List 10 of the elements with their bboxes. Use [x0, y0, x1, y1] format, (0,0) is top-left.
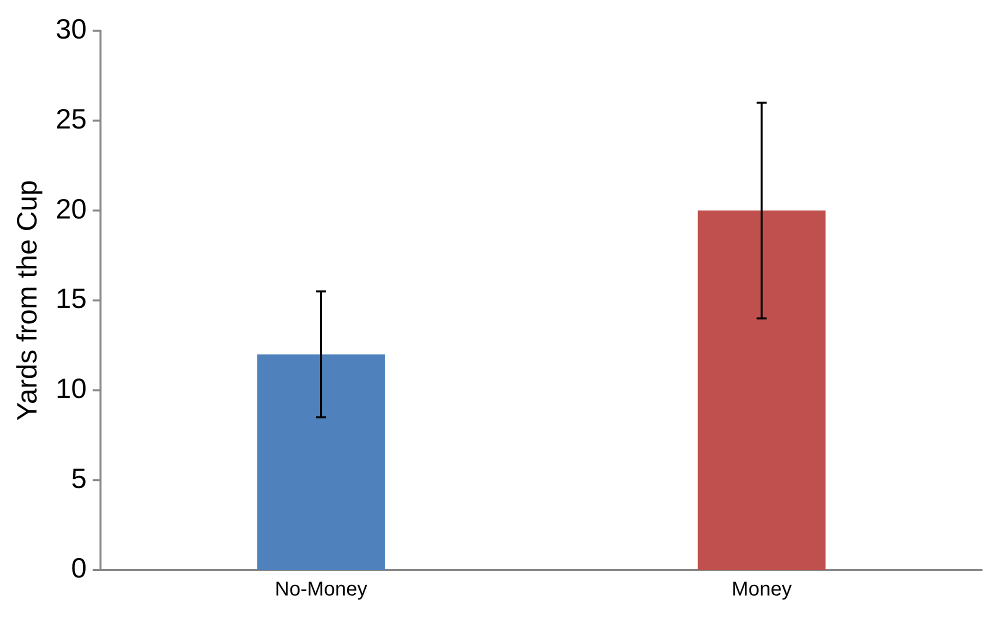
y-axis-title: Yards from the Cup	[12, 180, 43, 421]
x-tick-label: Money	[732, 578, 792, 601]
y-tick-label: 0	[71, 552, 87, 584]
y-tick-label: 5	[71, 462, 87, 494]
x-tick-label: No-Money	[274, 578, 368, 601]
y-tick-label: 25	[56, 103, 87, 134]
y-tick-label: 15	[56, 283, 87, 314]
y-tick-label: 30	[56, 14, 87, 45]
y-tick-label: 20	[56, 193, 87, 224]
y-tick-label: 10	[56, 372, 87, 404]
